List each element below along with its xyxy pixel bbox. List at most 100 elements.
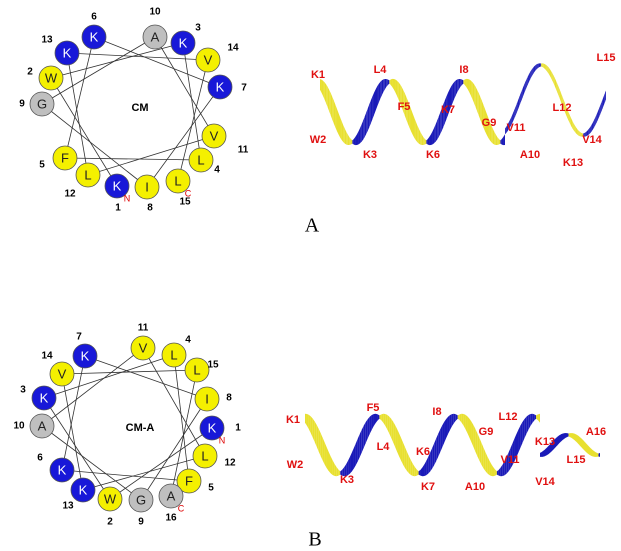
ribbon-segment <box>370 415 372 434</box>
ribbon-segment <box>595 452 596 457</box>
ribbon-segment <box>403 442 405 468</box>
ribbon-segment <box>411 109 413 135</box>
ribbon-segment <box>385 414 387 429</box>
ribbon-segment <box>602 99 603 110</box>
ribbon-segment <box>568 433 569 437</box>
ribbon-segment <box>342 121 344 142</box>
residue-letter: G <box>136 492 146 507</box>
ribbon-segment <box>530 414 532 427</box>
ribbon-segment <box>545 64 546 70</box>
ribbon-segment <box>379 82 381 103</box>
ribbon-segment <box>452 414 454 427</box>
ribbon-segment <box>388 79 390 84</box>
ribbon-segment <box>565 433 566 438</box>
ribbon-segment <box>491 464 493 477</box>
ribbon-segment <box>570 433 571 437</box>
ribbon-segment <box>376 414 378 423</box>
ribbon-segment <box>574 124 575 132</box>
ribbon-segment <box>539 63 540 67</box>
residue-letter: K <box>58 462 67 477</box>
ribbon-segment <box>597 112 598 122</box>
residue-letter: K <box>208 420 217 435</box>
ribbon-segment <box>573 122 574 130</box>
ribbon-segment <box>554 76 555 86</box>
ribbon-segment <box>557 437 558 446</box>
ribbon-segment <box>366 419 368 443</box>
ribbon-segment <box>543 451 544 457</box>
ribbon-segment <box>429 134 431 145</box>
ribbon-segment <box>442 422 444 448</box>
ribbon-label: L15 <box>567 454 586 466</box>
ribbon-segment <box>319 429 321 456</box>
residue-letter: K <box>113 178 122 193</box>
ribbon-segment <box>573 433 574 439</box>
ribbon-segment <box>496 135 498 146</box>
ribbon-segment <box>426 457 428 476</box>
ribbon-segment <box>603 95 604 106</box>
ribbon-segment <box>382 79 384 95</box>
residue-number: 11 <box>138 323 149 334</box>
ribbon-segment <box>337 109 339 135</box>
ribbon-segment <box>521 90 522 101</box>
ribbon-segment <box>528 414 530 430</box>
ribbon-segment <box>586 443 587 452</box>
residue-number: 2 <box>107 517 113 528</box>
ribbon-segment <box>532 414 534 423</box>
ribbon-segment <box>578 130 579 136</box>
residue-number: 6 <box>37 453 43 464</box>
ribbon-label: K6 <box>426 149 440 161</box>
ribbon-segment <box>604 93 605 104</box>
ribbon-segment <box>576 127 577 134</box>
ribbon-segment <box>567 433 568 437</box>
ribbon-segment <box>456 79 458 95</box>
ribbon-segment <box>589 446 590 455</box>
ribbon-segment <box>571 119 572 128</box>
ribbon-segment <box>558 436 559 445</box>
ribbon-segment <box>471 422 473 447</box>
wheel-name: CM-A <box>126 422 155 434</box>
ribbon-segment <box>440 426 442 453</box>
residue-number: 6 <box>91 12 97 23</box>
ribbon-segment <box>538 414 540 423</box>
ribbon-segment <box>520 422 522 448</box>
ribbon-segment <box>426 139 428 145</box>
ribbon-segment <box>436 121 438 142</box>
ribbon-segment <box>575 125 576 132</box>
ribbon-segment <box>594 451 595 457</box>
residue-number: 13 <box>62 501 74 512</box>
ribbon-segment <box>524 84 525 95</box>
ribbon-segment <box>545 449 546 456</box>
residue-number: 3 <box>20 385 26 396</box>
ribbon-segment <box>553 74 554 84</box>
ribbon-segment <box>391 79 393 87</box>
ribbon-segment <box>479 93 481 119</box>
residue-number: 10 <box>13 421 25 432</box>
residue-letter: L <box>193 362 200 377</box>
ribbon-label: K13 <box>563 157 583 169</box>
ribbon-segment <box>389 416 391 437</box>
ribbon-segment <box>530 71 531 80</box>
ribbon-segment <box>579 436 580 445</box>
residue-number: 11 <box>238 145 249 156</box>
ribbon-segment <box>368 417 370 439</box>
ribbon-segment <box>401 438 403 465</box>
ribbon-segment <box>411 460 413 476</box>
ribbon-segment <box>545 449 546 456</box>
ribbon-segment <box>325 442 327 468</box>
ribbon-label: L12 <box>499 411 518 423</box>
ribbon-segment <box>575 434 576 441</box>
ribbon-segment <box>555 78 556 88</box>
ribbon-segment <box>581 438 582 447</box>
ribbon-segment <box>590 447 591 455</box>
ribbon-segment <box>577 435 578 443</box>
ribbon-segment <box>523 86 524 97</box>
ribbon-label: A10 <box>520 149 540 161</box>
ribbon-segment <box>332 460 334 476</box>
ribbon-segment <box>514 108 515 119</box>
ribbon-segment <box>569 433 570 436</box>
ribbon-segment <box>474 84 476 107</box>
ribbon-segment <box>561 434 562 442</box>
residue-number: 8 <box>226 393 232 404</box>
ribbon-segment <box>329 451 331 473</box>
ribbon-segment <box>439 113 441 137</box>
